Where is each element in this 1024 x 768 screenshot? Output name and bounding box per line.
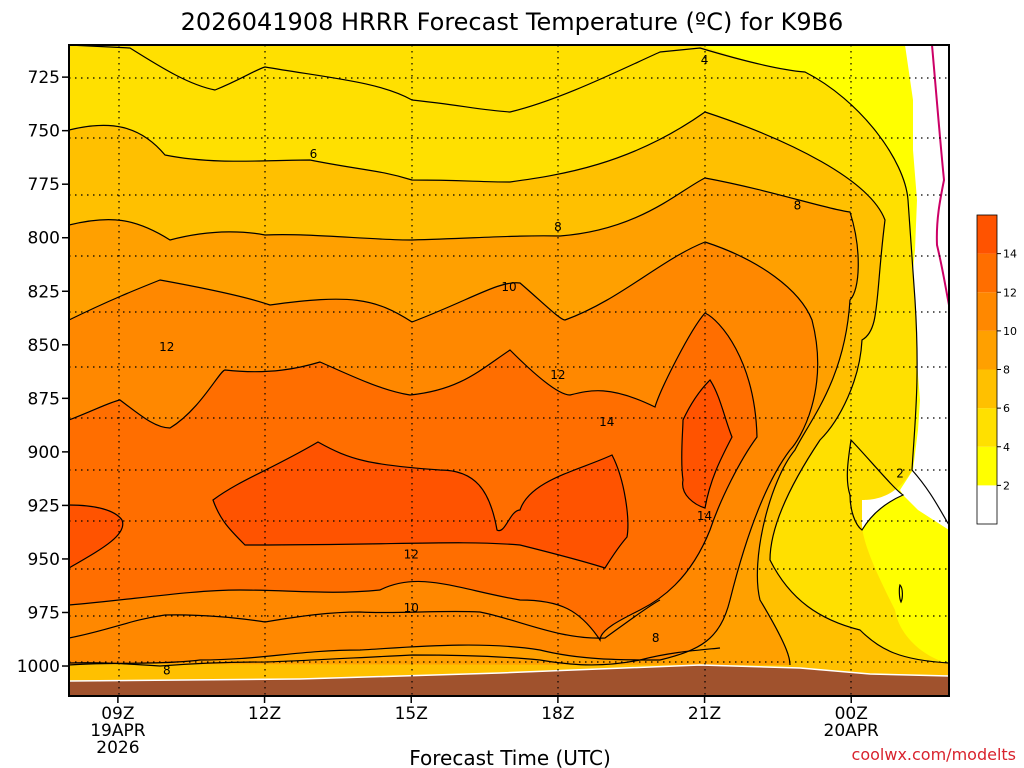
colorbar-label: 12 bbox=[1003, 286, 1017, 299]
colorbar-swatch bbox=[977, 446, 997, 486]
colorbar-label: 6 bbox=[1003, 402, 1010, 415]
y-tick-label: 775 bbox=[28, 175, 60, 195]
x-axis-label: Forecast Time (UTC) bbox=[409, 746, 611, 768]
x-tick-label: 21Z bbox=[688, 704, 721, 724]
band-14-16-right bbox=[681, 380, 732, 508]
colorbar-swatch bbox=[977, 253, 997, 293]
x-tick-label: 20APR bbox=[824, 721, 880, 741]
contour-label: 8 bbox=[163, 663, 171, 677]
x-tick-label: 18Z bbox=[541, 704, 574, 724]
contour-label: 8 bbox=[652, 631, 660, 645]
contour-label: 2 bbox=[896, 466, 904, 480]
y-tick-label: 1000 bbox=[17, 657, 60, 677]
x-tick-label: 2026 bbox=[96, 738, 139, 758]
contour-label: 8 bbox=[794, 199, 802, 213]
y-tick-label: 975 bbox=[28, 603, 60, 623]
colorbar-label: 14 bbox=[1003, 248, 1017, 261]
contour-label: 12 bbox=[550, 368, 565, 382]
plot-frame bbox=[68, 44, 950, 697]
colorbar-swatch bbox=[977, 330, 997, 370]
contour-label: 12 bbox=[159, 340, 174, 354]
ground bbox=[69, 665, 949, 696]
y-tick-label: 750 bbox=[28, 122, 60, 142]
x-tick-label: 15Z bbox=[395, 704, 428, 724]
band-0-2 bbox=[847, 45, 949, 530]
colorbar-label: 2 bbox=[1003, 479, 1010, 492]
freezing-line bbox=[931, 45, 949, 306]
colorbar-label: 10 bbox=[1003, 325, 1017, 338]
contour-lines bbox=[69, 45, 949, 667]
y-tick-label: 850 bbox=[28, 336, 60, 356]
contour-labels: 4 6 8 8 10 12 12 14 14 12 10 8 8 2 bbox=[159, 53, 904, 677]
y-tick-label: 825 bbox=[28, 282, 60, 302]
gridlines bbox=[69, 45, 949, 696]
colorbar-swatch bbox=[977, 292, 997, 331]
contour-label: 4 bbox=[701, 53, 709, 67]
y-tick-label: 925 bbox=[28, 496, 60, 516]
x-tick-label: 12Z bbox=[248, 704, 281, 724]
colorbar-swatch bbox=[977, 485, 997, 524]
ground-edge bbox=[69, 664, 949, 682]
colorbar-swatch bbox=[977, 369, 997, 409]
x-tick-label: 00Z bbox=[835, 704, 868, 724]
contour-label: 6 bbox=[310, 147, 318, 161]
colorbar: 2 4 6 8 10 12 14 bbox=[976, 214, 1017, 525]
colorbar-swatch bbox=[977, 215, 997, 254]
contour-label: 14 bbox=[599, 415, 614, 429]
band-14-16-center bbox=[213, 442, 628, 568]
plot-area bbox=[69, 45, 949, 696]
chart-title: 2026041908 HRRR Forecast Temperature (ºC… bbox=[181, 8, 844, 36]
y-tick-label: 875 bbox=[28, 389, 60, 409]
y-axis: 725 750 775 800 825 850 875 900 925 950 975 1000 bbox=[17, 68, 69, 677]
contour-label: 14 bbox=[697, 509, 712, 523]
y-tick-label: 900 bbox=[28, 443, 60, 463]
y-tick-label: 725 bbox=[28, 68, 60, 88]
y-tick-label: 950 bbox=[28, 550, 60, 570]
contour-label: 10 bbox=[501, 280, 516, 294]
x-tick-label: 09Z bbox=[101, 704, 134, 724]
x-tick-label: 19APR bbox=[90, 721, 146, 741]
contour-label: 12 bbox=[404, 548, 419, 562]
contour-label: 10 bbox=[404, 601, 419, 615]
y-tick-label: 800 bbox=[28, 229, 60, 249]
watermark: coolwx.com/modelts bbox=[852, 745, 1016, 764]
colorbar-swatch bbox=[977, 408, 997, 447]
colorbar-label: 4 bbox=[1003, 441, 1010, 454]
contour-label: 8 bbox=[554, 220, 562, 234]
colorbar-label: 8 bbox=[1003, 364, 1010, 377]
